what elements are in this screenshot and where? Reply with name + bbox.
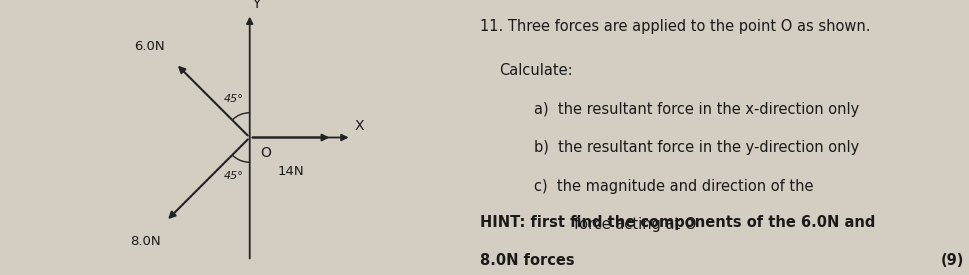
Text: (9): (9) [941,253,964,268]
Text: HINT: first find the components of the 6.0N and: HINT: first find the components of the 6… [480,214,875,230]
Text: force acting at O: force acting at O [574,217,696,232]
Text: 8.0N forces: 8.0N forces [480,253,575,268]
Text: 6.0N: 6.0N [134,40,165,53]
Text: c)  the magnitude and direction of the: c) the magnitude and direction of the [534,179,814,194]
Text: Calculate:: Calculate: [500,63,573,78]
Text: 45°: 45° [224,171,243,182]
Text: Y: Y [252,0,261,11]
Text: 45°: 45° [224,94,243,104]
Text: b)  the resultant force in the y-direction only: b) the resultant force in the y-directio… [534,140,860,155]
Text: 11. Three forces are applied to the point O as shown.: 11. Three forces are applied to the poin… [480,19,870,34]
Text: 8.0N: 8.0N [130,235,161,248]
Text: X: X [355,120,363,133]
Text: 14N: 14N [278,165,304,178]
Text: a)  the resultant force in the x-direction only: a) the resultant force in the x-directio… [534,102,860,117]
Text: O: O [261,146,271,160]
